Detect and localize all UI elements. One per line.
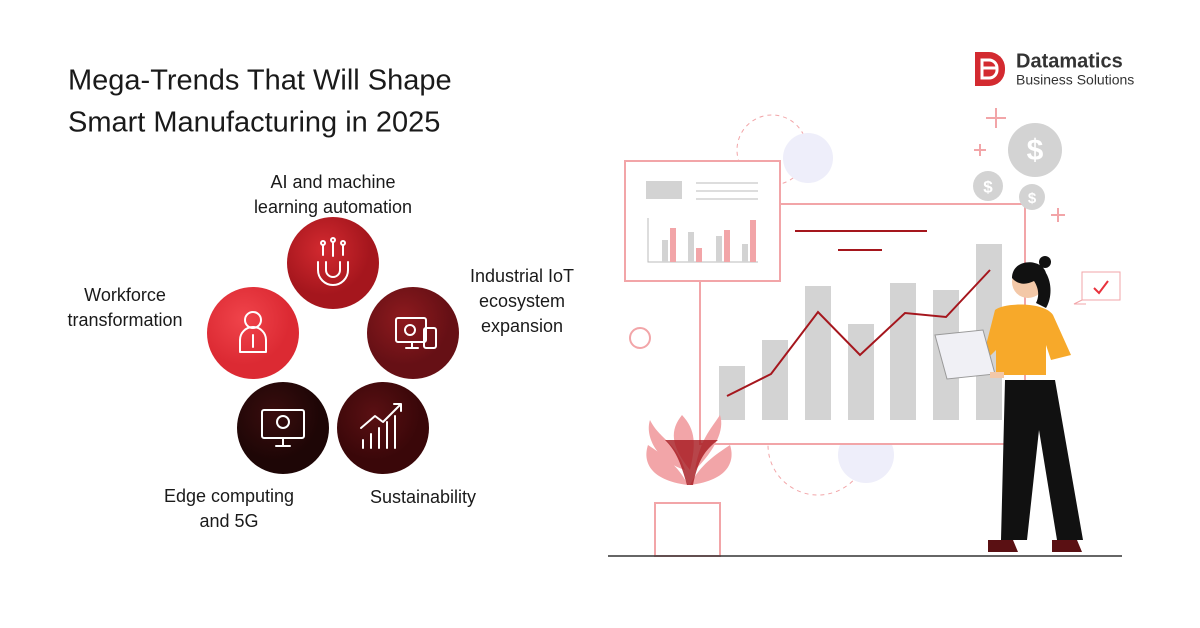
- illustration-part: [1093, 280, 1109, 295]
- illustration-part: [696, 182, 758, 200]
- illustration-part: [724, 230, 730, 262]
- illustration-part: [696, 248, 702, 262]
- illustration-part: [662, 240, 668, 262]
- trend-label: expansion: [481, 316, 563, 336]
- trend-icons-part: [423, 327, 437, 349]
- illustration-part: [629, 327, 651, 349]
- trend-icons-part: [404, 324, 416, 336]
- dollar-icon: $: [1028, 190, 1037, 207]
- brand-tagline: Business Solutions: [1016, 72, 1134, 88]
- illustration-part: [1019, 184, 1045, 210]
- logo: [975, 52, 1005, 86]
- trend-label: Sustainability: [370, 487, 476, 507]
- trend-icons-part: [360, 403, 402, 449]
- illustration-part: [1073, 271, 1121, 305]
- trend-circles-part: [337, 382, 429, 474]
- trend-icons-part: [405, 341, 419, 349]
- trend-icons-part: [239, 326, 267, 353]
- trend-labels: AI and machine learning automation Indus…: [67, 172, 574, 531]
- illustration-part: [665, 440, 718, 485]
- dollar-icon: $: [983, 177, 993, 196]
- illustration-part: [795, 230, 927, 251]
- title-line: Smart Manufacturing in 2025: [68, 107, 440, 139]
- trend-circles-part: [287, 217, 379, 309]
- illustration-part: [762, 340, 788, 420]
- trend-icons-part: [276, 415, 290, 429]
- illustration-part: [981, 304, 1071, 375]
- trend-icons-part: [320, 240, 326, 246]
- illustration-part: [688, 232, 694, 262]
- illustration-part: [1039, 256, 1051, 268]
- trend-label: AI and machine: [270, 172, 395, 192]
- illustration-part: [750, 220, 756, 262]
- title-line: Mega-Trends That Will Shape: [68, 65, 452, 97]
- logo-part: [980, 58, 999, 80]
- illustration-part: [654, 502, 721, 557]
- trend-label: transformation: [67, 310, 182, 330]
- illustration-part: [1012, 262, 1051, 308]
- illustration-part: [670, 228, 676, 262]
- brand-name: Datamatics: [1016, 50, 1123, 72]
- illustration: $ $ $: [608, 108, 1122, 557]
- trend-label: Edge computing: [164, 486, 294, 506]
- trend-icons-part: [330, 237, 336, 243]
- trend-icons: [239, 237, 437, 449]
- illustration-part: [890, 283, 916, 420]
- illustration-part: [726, 269, 991, 397]
- trend-label: learning automation: [254, 197, 412, 217]
- illustration-part: [988, 540, 1082, 552]
- illustration-part: [973, 171, 1003, 201]
- illustration-part: [990, 372, 1004, 378]
- trend-label: Industrial IoT: [470, 266, 574, 286]
- trend-label: and 5G: [199, 511, 258, 531]
- illustration-part: [1008, 123, 1062, 177]
- illustration-part: [805, 286, 831, 420]
- trend-circles-part: [207, 287, 299, 379]
- illustration-part: [716, 236, 722, 262]
- trend-icons-part: [317, 241, 349, 286]
- illustration-part: [646, 181, 682, 199]
- illustration-part: [848, 324, 874, 420]
- illustration-part: [1001, 380, 1083, 540]
- illustration-part: [742, 244, 748, 262]
- trend-label: ecosystem: [479, 291, 565, 311]
- dollar-icon: $: [1027, 134, 1044, 167]
- illustration-part: [974, 108, 1065, 222]
- trend-icons-part: [340, 240, 346, 246]
- trend-icons-part: [275, 437, 291, 447]
- illustration-part: [783, 133, 833, 183]
- trend-label: Workforce: [84, 285, 166, 305]
